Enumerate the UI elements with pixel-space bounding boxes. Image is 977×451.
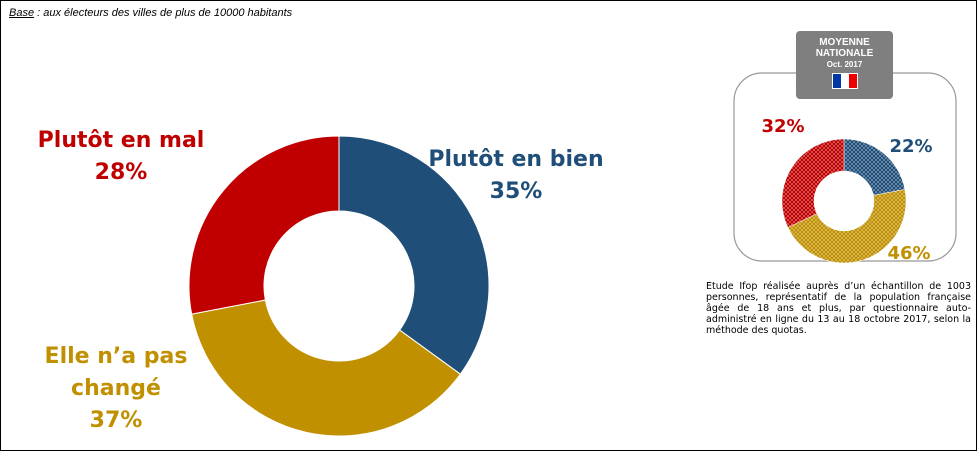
national-header: MOYENNE NATIONALE Oct. 2017 — [796, 31, 893, 99]
base-label: Base — [9, 7, 35, 19]
slice-value-label: 32% — [761, 116, 805, 137]
slice-texture — [781, 139, 844, 228]
slice-category: Elle n’a pas changé — [44, 344, 188, 401]
flag — [831, 73, 858, 89]
slice-value-label: 22% — [889, 136, 933, 157]
donut-slice — [338, 135, 490, 375]
slice-category: Plutôt en mal — [37, 128, 205, 153]
donut-slice — [188, 135, 340, 315]
base-text: : aux électeurs des villes de plus de 10… — [34, 7, 293, 19]
slice-category: Plutôt en bien — [428, 147, 604, 172]
footnote: Etude Ifop réalisée auprès d’un échantil… — [706, 281, 971, 336]
slice-value-label: 35% — [489, 178, 543, 204]
header-title: MOYENNE NATIONALE — [815, 37, 874, 59]
slice-value-label: 28% — [94, 159, 148, 185]
slice-texture — [844, 139, 905, 196]
slice-value-label: 46% — [887, 243, 931, 264]
base-note: Base : aux électeurs des villes de plus … — [9, 7, 292, 19]
donut-slice — [191, 299, 462, 437]
slice-value-label: 37% — [89, 407, 143, 433]
header-date: Oct. 2017 — [826, 60, 863, 69]
slice-texture — [787, 189, 906, 264]
